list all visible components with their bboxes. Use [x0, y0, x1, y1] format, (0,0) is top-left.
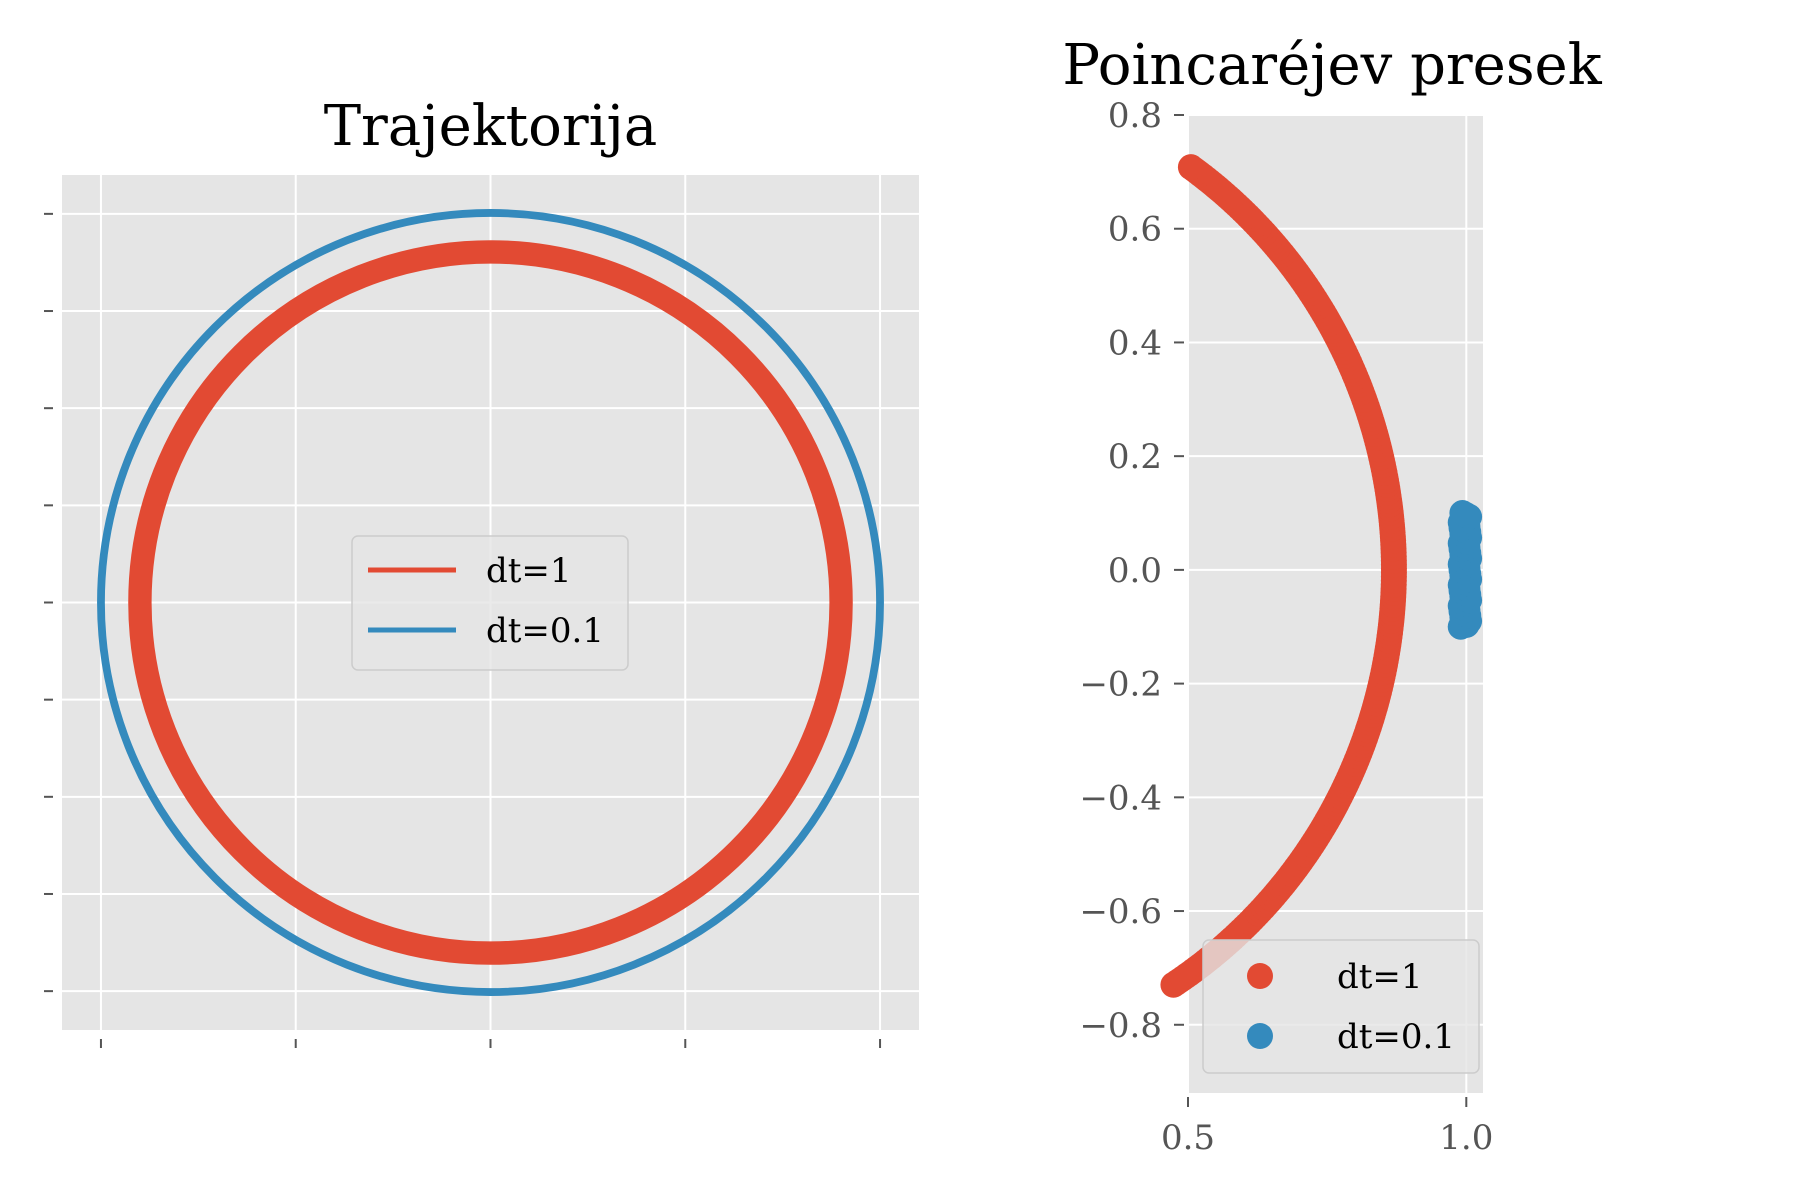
poincare-legend: dt=1 dt=0.1	[1202, 939, 1480, 1074]
legend-label-dt1: dt=1	[486, 551, 572, 591]
y-tick-label: 0.2	[1108, 437, 1162, 477]
trajectory-legend: dt=1 dt=0.1	[351, 535, 629, 671]
x-tick-label: 1.0	[1439, 1118, 1493, 1158]
scatter-point-dt1	[1177, 154, 1204, 181]
legend-marker-dt1	[1247, 963, 1273, 989]
poincare-panel: 0.5 1.0 0.8 0.6 0.4 0.2 0.0 −0.2 −0.4 −0.6 −0.8 Po…	[1062, 33, 1602, 1158]
poincare-title: Poincaréjev presek	[1062, 33, 1602, 98]
y-tick-label: −0.2	[1079, 665, 1162, 705]
y-tick-label: 0.6	[1108, 210, 1162, 250]
trajectory-ring-dt1	[128, 240, 853, 965]
trajectory-ring-dt01	[97, 209, 884, 996]
trajectory-ticks	[44, 212, 882, 1048]
legend-marker-dt01	[1247, 1023, 1273, 1049]
y-tick-label: −0.4	[1079, 778, 1162, 818]
y-tick-label: 0.4	[1108, 323, 1162, 363]
y-tick-label: 0.0	[1108, 551, 1162, 591]
poincare-ticks: 0.5 1.0 0.8 0.6 0.4 0.2 0.0 −0.2 −0.4 −0.6 −0.8	[1079, 96, 1493, 1158]
trajectory-series	[97, 209, 884, 996]
x-tick-label: 0.5	[1161, 1118, 1215, 1158]
y-tick-label: −0.6	[1079, 892, 1162, 932]
legend-label-dt1: dt=1	[1337, 957, 1423, 997]
trajectory-title: Trajektorija	[324, 94, 658, 159]
legend-label-dt01: dt=0.1	[486, 611, 604, 651]
legend-label-dt01: dt=0.1	[1337, 1017, 1455, 1057]
y-tick-label: −0.8	[1079, 1006, 1162, 1046]
trajectory-panel: Trajektorija dt=1 dt=0.1	[44, 94, 919, 1048]
y-tick-label: 0.8	[1108, 96, 1162, 136]
scatter-point-dt01	[1449, 500, 1476, 527]
